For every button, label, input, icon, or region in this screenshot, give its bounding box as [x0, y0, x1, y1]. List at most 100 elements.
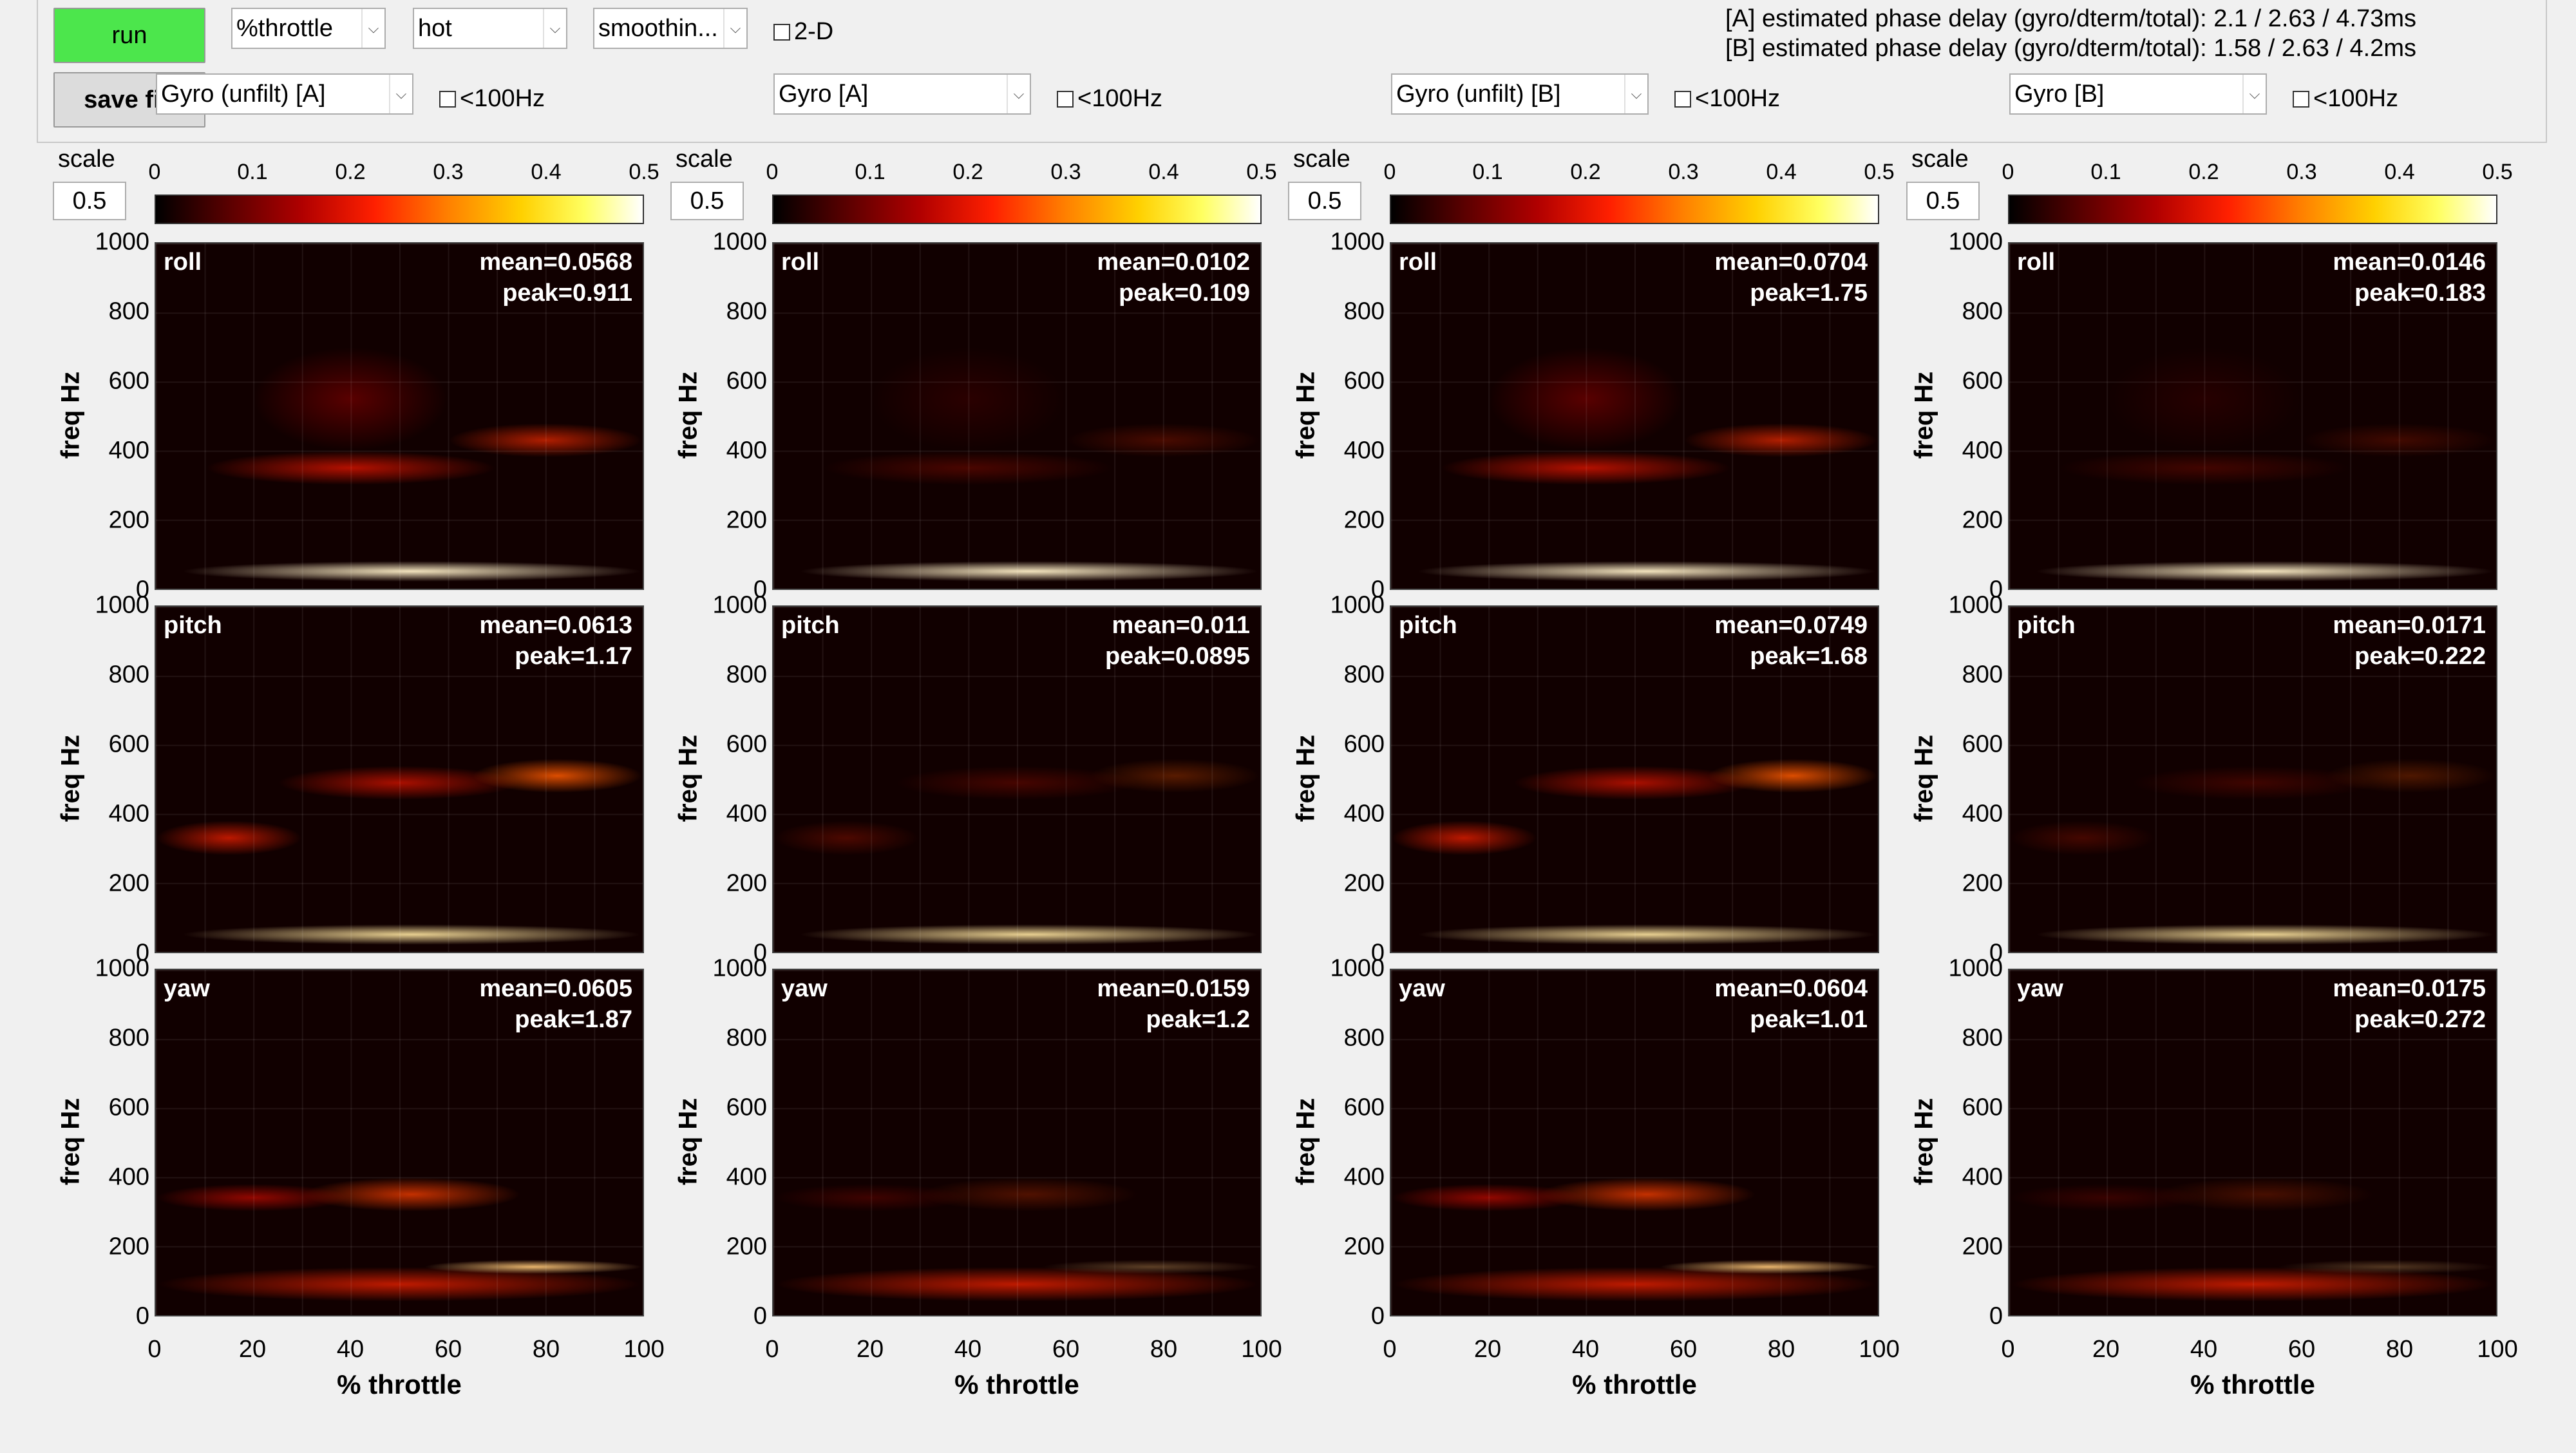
y-axis-label: freq Hz [1909, 1097, 1938, 1186]
heat-region [1415, 924, 1878, 945]
scale-label: scale [1293, 146, 1350, 173]
source-select-value: Gyro (unfilt) [A] [161, 80, 326, 108]
spectrogram-pitch: pitch mean=0.0613 peak=1.17 [155, 605, 644, 953]
checkbox-icon [439, 90, 456, 108]
x-tick: 60 [434, 1336, 462, 1363]
grid-lines [2009, 970, 2496, 1315]
colorbar-tick: 0.2 [952, 160, 983, 184]
x-tick: 60 [2287, 1336, 2316, 1363]
y-axis-label: freq Hz [1909, 734, 1938, 822]
x-tick: 0 [2001, 1336, 2015, 1363]
mean-value: mean=0.0604 [1714, 975, 1868, 1002]
y-tick: 800 [1962, 1024, 2003, 1052]
heat-region [2033, 924, 2496, 945]
x-tick: 20 [238, 1336, 267, 1363]
axis-label: roll [164, 249, 202, 276]
mean-value: mean=0.0175 [2333, 975, 2486, 1002]
axis-label: yaw [781, 975, 828, 1002]
colorbar [1390, 195, 1879, 224]
source-select[interactable]: Gyro [B] ⌵ [2009, 73, 2267, 115]
y-tick: 800 [726, 661, 767, 689]
heat-region [895, 765, 1139, 801]
y-tick: 800 [1343, 1024, 1385, 1052]
chevron-down-icon: ⌵ [543, 9, 566, 48]
y-tick: 1000 [712, 591, 767, 619]
scale-label: scale [58, 146, 115, 173]
source-select-value: Gyro [B] [2014, 80, 2105, 108]
xaxis-select[interactable]: %throttle ⌵ [231, 8, 386, 49]
y-tick: 600 [108, 367, 149, 395]
heat-region [1065, 423, 1260, 458]
heat-region [204, 450, 497, 486]
peak-value: peak=1.01 [1750, 1006, 1868, 1033]
y-tick: 200 [1962, 1233, 2003, 1260]
scale-input[interactable]: 0.5 [53, 182, 126, 220]
lt100-checkbox[interactable]: <100Hz [1674, 85, 1780, 113]
y-tick: 0 [135, 1302, 149, 1330]
y-tick: 400 [108, 437, 149, 464]
axis-label: roll [781, 249, 820, 276]
scale-input[interactable]: 0.5 [1906, 182, 1980, 220]
lt100-checkbox[interactable]: <100Hz [2293, 85, 2398, 113]
heat-region [2277, 1260, 2496, 1274]
y-tick: 200 [1343, 1233, 1385, 1260]
heat-region [919, 1177, 1139, 1212]
lt100-checkbox[interactable]: <100Hz [439, 85, 545, 113]
colormap-select[interactable]: hot ⌵ [413, 8, 567, 49]
mean-value: mean=0.0102 [1097, 249, 1250, 276]
colorbar-tick: 0.5 [1246, 160, 1277, 184]
source-select[interactable]: Gyro (unfilt) [A] ⌵ [156, 73, 413, 115]
y-tick: 600 [726, 367, 767, 395]
axis-label: pitch [164, 612, 222, 639]
lt100-label: <100Hz [2313, 85, 2399, 112]
y-tick: 600 [108, 730, 149, 758]
source-select[interactable]: Gyro [A] ⌵ [773, 73, 1031, 115]
lt100-checkbox[interactable]: <100Hz [1057, 85, 1162, 113]
y-tick: 400 [1343, 800, 1385, 828]
y-tick: 600 [726, 730, 767, 758]
run-button[interactable]: run [53, 8, 205, 63]
spectrogram-pitch: pitch mean=0.0171 peak=0.222 [2008, 605, 2497, 953]
x-tick: 0 [147, 1336, 162, 1363]
scale-input[interactable]: 0.5 [670, 182, 744, 220]
axis-label: roll [1399, 249, 1437, 276]
scale-input[interactable]: 0.5 [1288, 182, 1361, 220]
checkbox-icon [1674, 90, 1691, 108]
y-tick: 1000 [1330, 228, 1385, 256]
heat-region [1439, 450, 1732, 486]
smoothing-select-value: smoothin... [598, 14, 718, 42]
x-tick: 0 [1383, 1336, 1397, 1363]
y-axis-label: freq Hz [56, 734, 85, 822]
y-tick: 0 [1989, 1302, 2003, 1330]
source-select[interactable]: Gyro (unfilt) [B] ⌵ [1391, 73, 1649, 115]
heat-region [472, 758, 643, 793]
scale-label: scale [676, 146, 733, 173]
colorbar-tick: 0.2 [2188, 160, 2219, 184]
x-tick: 100 [2477, 1336, 2518, 1363]
mean-value: mean=0.0568 [479, 249, 632, 276]
y-axis-label: freq Hz [1291, 371, 1320, 459]
smoothing-select[interactable]: smoothin... ⌵ [593, 8, 748, 49]
spectrogram-roll: roll mean=0.0568 peak=0.911 [155, 242, 644, 590]
spectrogram-roll: roll mean=0.0704 peak=1.75 [1390, 242, 1879, 590]
peak-value: peak=0.911 [502, 280, 632, 307]
x-tick: 80 [1150, 1336, 1178, 1363]
x-tick: 20 [2092, 1336, 2120, 1363]
mean-value: mean=0.0171 [2333, 612, 2486, 639]
spectrogram-roll: roll mean=0.0102 peak=0.109 [772, 242, 1262, 590]
x-tick: 0 [765, 1336, 779, 1363]
y-axis-label: freq Hz [674, 371, 703, 459]
twod-checkbox[interactable]: 2-D [773, 18, 833, 46]
mean-value: mean=0.0146 [2333, 249, 2486, 276]
y-tick: 800 [726, 1024, 767, 1052]
axis-label: pitch [781, 612, 840, 639]
heat-region [1391, 821, 1537, 855]
colorbar-tick: 0.1 [855, 160, 886, 184]
axis-label: yaw [2017, 975, 2063, 1002]
colorbar-tick: 0.3 [433, 160, 464, 184]
y-tick: 1000 [712, 954, 767, 982]
y-tick: 0 [1989, 939, 2003, 967]
x-tick: 40 [1571, 1336, 1600, 1363]
y-axis-label: freq Hz [674, 734, 703, 822]
chevron-down-icon: ⌵ [361, 9, 384, 48]
